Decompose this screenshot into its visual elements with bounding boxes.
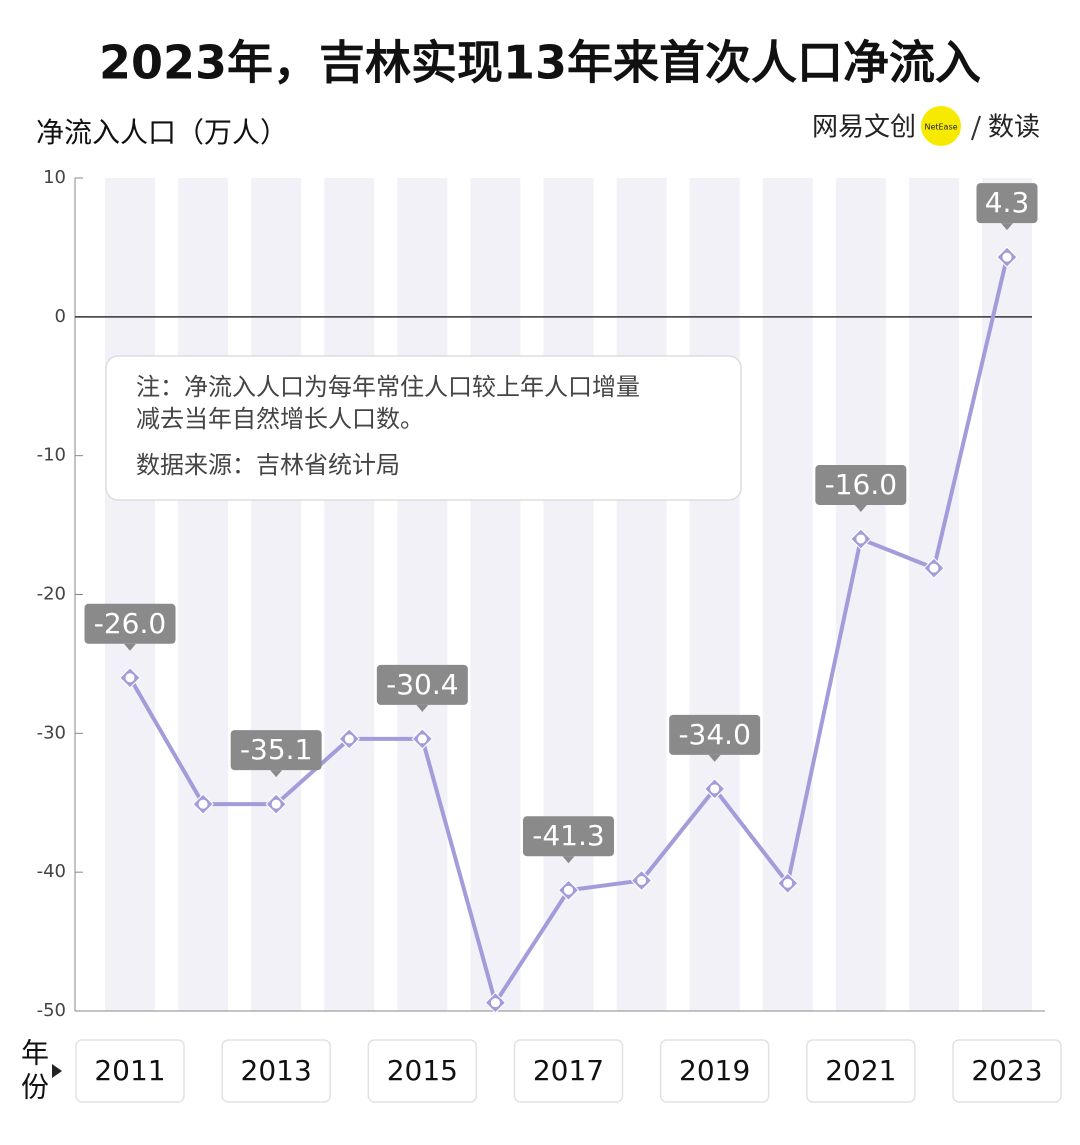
- point-center: [490, 998, 500, 1008]
- point-center: [198, 799, 208, 809]
- x-tick-box: [221, 1039, 331, 1103]
- chart-title: 2023年，吉林实现13年来首次人口净流入: [99, 36, 981, 90]
- value-label-box: [376, 664, 468, 705]
- value-label-pointer: [708, 754, 721, 762]
- brand-section: 数读: [988, 113, 1040, 143]
- point-center: [125, 673, 135, 683]
- value-label-box: [84, 603, 176, 644]
- note-box: [105, 355, 742, 501]
- column-band: [105, 178, 155, 1011]
- x-tick-label: 2023: [971, 1054, 1042, 1087]
- value-label-pointer: [124, 643, 136, 651]
- column-band: [324, 178, 375, 1011]
- y-tick-label: -30: [37, 722, 66, 743]
- x-tick-box: [513, 1039, 624, 1103]
- x-axis-title: 年份: [17, 1038, 50, 1106]
- brand-name: 网易文创: [812, 113, 916, 143]
- x-tick-box: [659, 1039, 770, 1103]
- column-band: [908, 178, 959, 1011]
- point-center: [1002, 252, 1012, 262]
- y-tick-label: -10: [37, 445, 66, 466]
- point-center: [856, 534, 866, 544]
- note-text: 注：净流入人口为每年常住人口较上年人口增量: [136, 373, 640, 401]
- value-label: -35.1: [240, 733, 312, 766]
- x-axis-arrow: [52, 1064, 62, 1078]
- x-tick-label: 2017: [533, 1054, 604, 1087]
- x-tick-box: [75, 1039, 185, 1103]
- point-center: [637, 875, 647, 885]
- point-center: [344, 734, 354, 744]
- value-label-box: [976, 183, 1038, 224]
- note-text: 减去当年自然增长人口数。: [136, 405, 424, 433]
- y-axis-title: 净流入人口（万人）: [36, 116, 288, 149]
- value-label-box: [815, 464, 907, 505]
- column-band: [470, 178, 521, 1011]
- value-label-pointer: [562, 856, 575, 864]
- value-label-pointer: [854, 504, 867, 512]
- point-center: [710, 784, 720, 794]
- y-tick-label: -50: [37, 1000, 66, 1021]
- value-label-box: [669, 714, 761, 755]
- value-label: -34.0: [678, 718, 750, 751]
- x-tick-label: 2013: [241, 1054, 312, 1087]
- brand-logo: NetEase: [924, 123, 957, 132]
- point-center: [417, 734, 427, 744]
- column-band: [251, 178, 302, 1011]
- value-label-box: [230, 730, 322, 771]
- x-tick-box: [367, 1039, 478, 1103]
- column-band: [178, 178, 229, 1011]
- y-tick-label: -20: [37, 584, 66, 605]
- value-label: -30.4: [386, 668, 458, 701]
- column-band: [397, 178, 448, 1011]
- brand-logo-circle: [921, 106, 961, 146]
- point-center: [783, 878, 793, 888]
- x-tick-box: [952, 1039, 1062, 1103]
- y-tick-label: 10: [43, 167, 66, 188]
- value-label: -26.0: [94, 607, 166, 640]
- source-text: 数据来源：吉林省统计局: [136, 451, 400, 479]
- x-tick-label: 2019: [679, 1054, 750, 1087]
- x-tick-box: [806, 1039, 916, 1103]
- y-tick-label: 0: [55, 306, 66, 327]
- brand-slash: [971, 115, 981, 141]
- value-label-pointer: [270, 770, 283, 778]
- column-band: [835, 178, 886, 1011]
- x-tick-label: 2011: [94, 1054, 165, 1087]
- value-label: -41.3: [532, 819, 604, 852]
- x-tick-label: 2015: [387, 1054, 458, 1087]
- value-label: 4.3: [985, 186, 1030, 219]
- column-band: [982, 178, 1032, 1011]
- point-center: [271, 799, 281, 809]
- y-tick-label: -40: [37, 861, 66, 882]
- x-tick-label: 2021: [825, 1054, 896, 1087]
- point-center: [564, 885, 573, 895]
- value-label-pointer: [1001, 223, 1013, 231]
- value-label-pointer: [416, 704, 429, 712]
- point-center: [929, 563, 939, 573]
- column-band: [689, 178, 740, 1011]
- value-label: -16.0: [825, 468, 897, 501]
- value-label-box: [523, 816, 614, 857]
